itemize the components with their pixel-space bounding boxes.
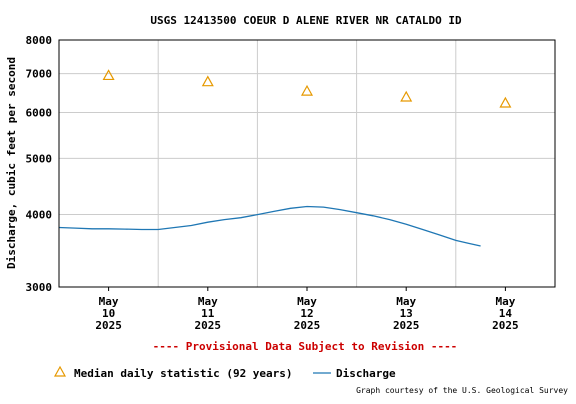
y-tick-label: 6000: [26, 106, 53, 119]
median-marker: [400, 90, 413, 102]
x-tick-label-day: 14: [499, 307, 513, 320]
median-marker: [102, 69, 115, 81]
discharge-line: [58, 205, 481, 247]
x-tick-label-month: May: [396, 295, 416, 308]
legend-discharge-label: Discharge: [336, 367, 396, 380]
legend-median-label: Median daily statistic (92 years): [74, 367, 293, 380]
credit-text: Graph courtesy of the U.S. Geological Su…: [356, 386, 568, 395]
x-tick-label-year: 2025: [294, 319, 321, 332]
x-tick-label-year: 2025: [195, 319, 222, 332]
x-tick-label-month: May: [99, 295, 119, 308]
x-tick-label: May 12 2025: [294, 295, 321, 332]
x-tick-label-month: May: [198, 295, 218, 308]
y-tick-label: 8000: [26, 34, 53, 47]
median-marker: [499, 96, 512, 108]
y-tick-label: 7000: [26, 68, 53, 81]
x-tick-label-month: May: [297, 295, 317, 308]
y-axis-label: Discharge, cubic feet per second: [5, 57, 18, 269]
plot-background: [59, 40, 555, 287]
x-tick-label: May 11 2025: [195, 295, 222, 332]
x-tick-label-day: 13: [400, 307, 413, 320]
plot-frame: [58, 39, 556, 288]
x-tick-label: May 14 2025: [492, 295, 519, 332]
legend: Median daily statistic (92 years) Dischar…: [53, 365, 396, 380]
y-tick-label: 4000: [26, 209, 53, 222]
y-tick-label: 3000: [26, 281, 53, 294]
x-tick-label-day: 10: [102, 307, 115, 320]
x-tick-label-year: 2025: [95, 319, 122, 332]
provisional-notice: ---- Provisional Data Subject to Revisio…: [153, 340, 458, 353]
median-marker: [300, 84, 314, 96]
chart-title: USGS 12413500 COEUR D ALENE RIVER NR CAT…: [150, 14, 462, 27]
x-tick-label-year: 2025: [492, 319, 519, 332]
x-tick-label: May 10 2025: [95, 295, 122, 332]
median-marker: [201, 75, 214, 87]
x-tick-label-day: 12: [300, 307, 313, 320]
y-tick-label: 5000: [26, 152, 53, 165]
x-tick-label-month: May: [495, 295, 515, 308]
x-tick-label-day: 11: [201, 307, 215, 320]
x-tick-label: May 13 2025: [393, 295, 420, 332]
x-tick-label-year: 2025: [393, 319, 420, 332]
legend-median-symbol: [53, 365, 67, 377]
